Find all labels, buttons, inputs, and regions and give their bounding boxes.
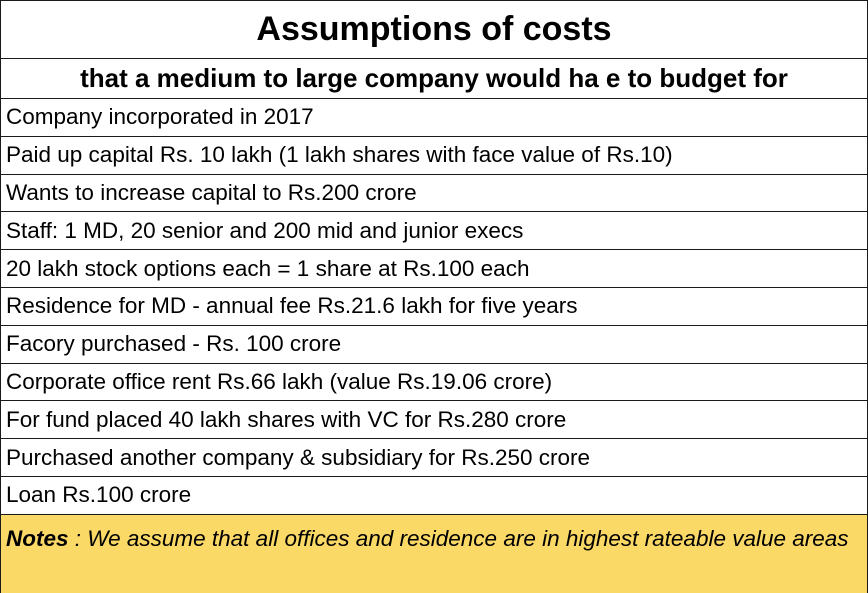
- table-row-loan: Loan Rs.100 crore: [1, 477, 867, 515]
- notes-row: Notes : We assume that all offices and r…: [1, 514, 867, 593]
- table-row-stock-options: 20 lakh stock options each = 1 share at …: [1, 250, 867, 288]
- table-row-factory: Facory purchased - Rs. 100 crore: [1, 326, 867, 364]
- table-subtitle: that a medium to large company would ha …: [1, 58, 867, 99]
- notes-text: : We assume that all offices and residen…: [68, 525, 849, 551]
- table-row-vc-funding: For fund placed 40 lakh shares with VC f…: [1, 401, 867, 440]
- table-row-paid-up-capital: Paid up capital Rs. 10 lakh (1 lakh shar…: [1, 137, 867, 175]
- notes-label: Notes: [6, 525, 69, 551]
- table-row-acquisition: Purchased another company & subsidiary f…: [1, 439, 867, 477]
- table-row-incorporation: Company incorporated in 2017: [1, 99, 867, 137]
- table-title: Assumptions of costs: [256, 10, 612, 48]
- table-row-capital-increase: Wants to increase capital to Rs.200 cror…: [1, 175, 867, 213]
- table-row-office-rent: Corporate office rent Rs.66 lakh (value …: [1, 364, 867, 402]
- notes-content: Notes : We assume that all offices and r…: [6, 520, 849, 557]
- table-row-staff: Staff: 1 MD, 20 senior and 200 mid and j…: [1, 212, 867, 251]
- table-row-md-residence: Residence for MD - annual fee Rs.21.6 la…: [1, 288, 867, 326]
